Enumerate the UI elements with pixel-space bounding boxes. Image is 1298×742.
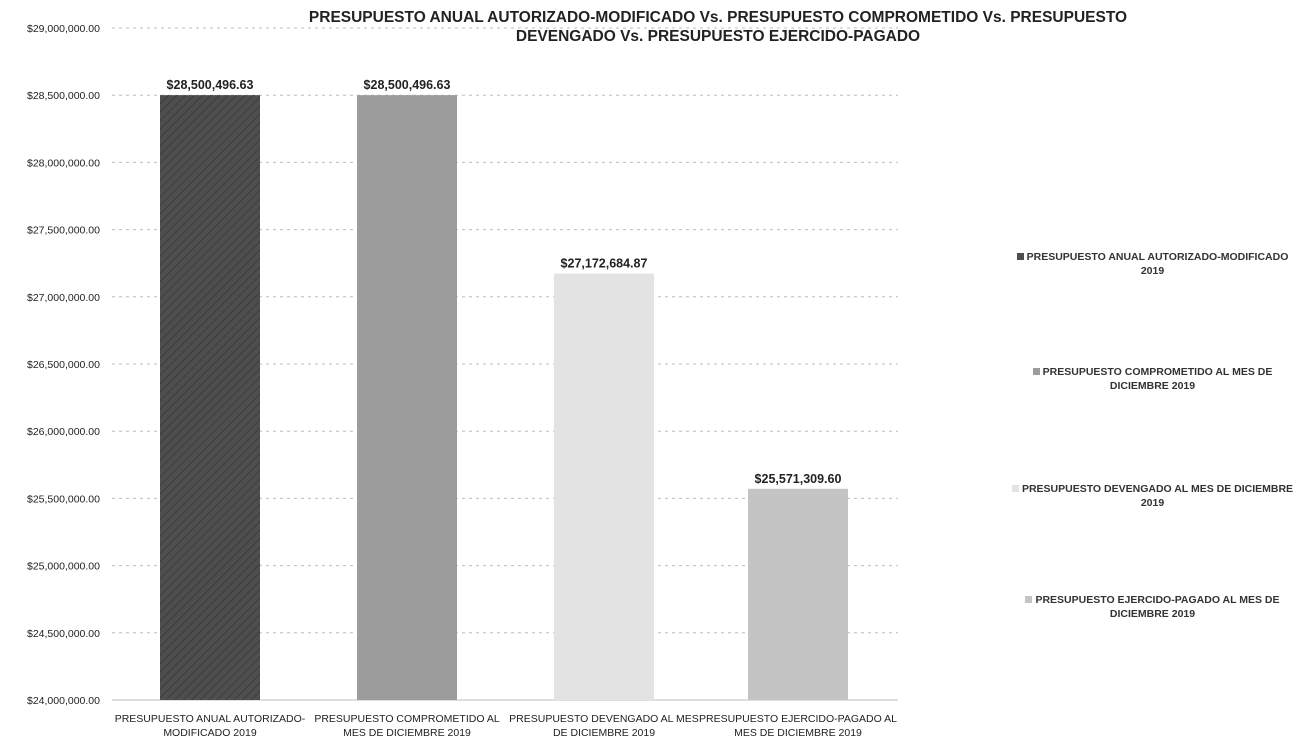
y-tick-label: $26,000,000.00 <box>27 426 100 438</box>
legend-label-3: PRESUPUESTO DEVENGADO AL MES DE DICIEMBR… <box>1021 483 1294 509</box>
legend-label-2: PRESUPUESTO COMPROMETIDO AL MES DE DICIE… <box>1042 366 1273 392</box>
y-tick-label: $25,000,000.00 <box>27 561 100 573</box>
bars <box>160 95 848 701</box>
bar-data-label: $27,172,684.87 <box>561 257 648 271</box>
y-tick-label: $24,500,000.00 <box>27 628 100 640</box>
y-tick-label: $29,000,000.00 <box>27 23 100 35</box>
chart-title: PRESUPUESTO ANUAL AUTORIZADO-MODIFICADO … <box>308 9 1128 45</box>
bar-hatch <box>160 95 260 701</box>
x-category-label-1: PRESUPUESTO ANUAL AUTORIZADO-MODIFICADO … <box>114 713 306 739</box>
bar-data-label: $25,571,309.60 <box>755 472 842 486</box>
legend-item-3: PRESUPUESTO DEVENGADO AL MES DE DICIEMBR… <box>1010 482 1295 510</box>
y-axis-tick-labels: $24,000,000.00 $24,500,000.00 $25,000,000.… <box>27 23 100 707</box>
legend-label-1: PRESUPUESTO ANUAL AUTORIZADO-MODIFICADO … <box>1026 251 1289 277</box>
bar <box>554 273 654 700</box>
bar <box>357 95 457 701</box>
x-category-label-3: PRESUPUESTO DEVENGADO AL MES DE DICIEMBR… <box>509 713 699 739</box>
legend-swatch-2 <box>1032 368 1040 375</box>
y-tick-label: $28,000,000.00 <box>27 157 100 169</box>
y-tick-label: $28,500,000.00 <box>27 90 100 102</box>
bar-data-label: $28,500,496.63 <box>364 78 451 92</box>
x-category-label-2: PRESUPUESTO COMPROMETIDO AL MES DE DICIE… <box>314 713 500 739</box>
y-tick-label: $25,500,000.00 <box>27 493 100 505</box>
bar-data-label: $28,500,496.63 <box>167 78 254 92</box>
legend-swatch-4 <box>1025 596 1033 603</box>
y-tick-label: $27,500,000.00 <box>27 225 100 237</box>
legend-item-2: PRESUPUESTO COMPROMETIDO AL MES DE DICIE… <box>1010 365 1295 393</box>
bar <box>748 488 848 700</box>
legend-swatch-3 <box>1011 485 1019 492</box>
x-category-label-4: PRESUPUESTO EJERCIDO-PAGADO AL MES DE DI… <box>699 713 897 739</box>
bar-data-labels: $28,500,496.63 $28,500,496.63 $27,172,684.… <box>167 78 842 486</box>
legend-swatch-1 <box>1016 253 1024 260</box>
legend-item-1: PRESUPUESTO ANUAL AUTORIZADO-MODIFICADO … <box>1010 250 1295 278</box>
y-tick-label: $24,000,000.00 <box>27 695 100 707</box>
legend-label-4: PRESUPUESTO EJERCIDO-PAGADO AL MES DE DI… <box>1035 594 1280 620</box>
y-tick-label: $26,500,000.00 <box>27 359 100 371</box>
y-tick-label: $27,000,000.00 <box>27 292 100 304</box>
legend-item-4: PRESUPUESTO EJERCIDO-PAGADO AL MES DE DI… <box>1010 593 1295 621</box>
